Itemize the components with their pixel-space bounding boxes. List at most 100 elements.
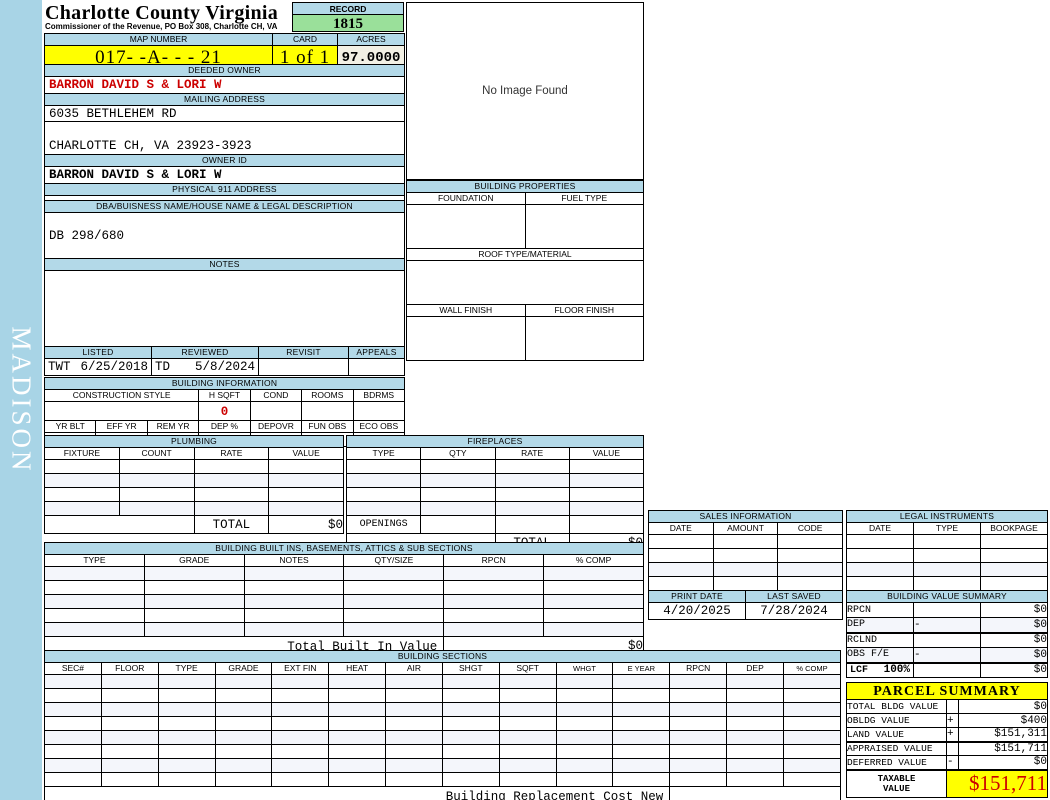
legal-date[interactable]: [846, 576, 914, 591]
fireplace-qty[interactable]: [420, 487, 496, 502]
builtin-type[interactable]: [44, 580, 145, 595]
construction-style-value[interactable]: [43, 401, 200, 421]
plumbing-rate[interactable]: [193, 473, 270, 488]
section-grade[interactable]: [214, 674, 273, 689]
section-dep[interactable]: [726, 716, 784, 731]
section-eyear[interactable]: [612, 716, 671, 731]
section-dep[interactable]: [726, 744, 784, 759]
section-floor[interactable]: [100, 702, 159, 717]
listed-date[interactable]: 6/25/2018: [80, 360, 148, 374]
section-secnum[interactable]: [44, 688, 102, 703]
sale-code[interactable]: [777, 534, 843, 549]
builtin-grade[interactable]: [143, 580, 245, 595]
fireplace-type[interactable]: [345, 501, 422, 516]
deeded-owner-value[interactable]: BARRON DAVID S & LORI W: [49, 78, 222, 92]
rooms-value[interactable]: [301, 401, 354, 421]
legal-bookpage[interactable]: [980, 548, 1048, 563]
section-rpcn[interactable]: [669, 730, 728, 745]
section-grade[interactable]: [214, 716, 273, 731]
fireplace-value[interactable]: [568, 487, 645, 502]
builtin-grade[interactable]: [143, 594, 245, 609]
builtin-notes[interactable]: [243, 580, 345, 595]
section-sqft[interactable]: [498, 716, 557, 731]
builtin-notes[interactable]: [243, 608, 345, 623]
section-heat[interactable]: [328, 674, 387, 689]
legal-type[interactable]: [913, 562, 981, 577]
section-pctcomp[interactable]: [782, 702, 842, 717]
section-extfin[interactable]: [271, 702, 330, 717]
section-rpcn[interactable]: [669, 674, 728, 689]
section-rpcn[interactable]: [669, 758, 728, 773]
section-dep[interactable]: [726, 758, 784, 773]
section-shgt[interactable]: [441, 702, 500, 717]
builtin-type[interactable]: [44, 608, 145, 623]
builtin-grade[interactable]: [143, 566, 245, 581]
sale-date[interactable]: [648, 576, 714, 591]
section-air[interactable]: [385, 744, 443, 759]
builtin-rpcn[interactable]: [443, 594, 545, 609]
section-rpcn[interactable]: [669, 716, 728, 731]
section-whgt[interactable]: [555, 716, 614, 731]
plumbing-count[interactable]: [118, 459, 195, 474]
sale-amount[interactable]: [712, 576, 779, 591]
section-secnum[interactable]: [44, 730, 102, 745]
plumbing-fixture[interactable]: [44, 473, 120, 488]
section-grade[interactable]: [214, 758, 273, 773]
section-pctcomp[interactable]: [782, 730, 842, 745]
section-air[interactable]: [385, 730, 443, 745]
mailing-address-line2[interactable]: [46, 123, 404, 137]
sale-amount[interactable]: [712, 562, 779, 577]
section-heat[interactable]: [328, 702, 387, 717]
section-extfin[interactable]: [271, 716, 330, 731]
owner-id-value[interactable]: BARRON DAVID S & LORI W: [49, 168, 222, 182]
section-floor[interactable]: [100, 772, 159, 787]
builtin-pctcomp[interactable]: [543, 594, 644, 609]
plumbing-fixture[interactable]: [44, 501, 120, 516]
section-pctcomp[interactable]: [782, 674, 842, 689]
section-type[interactable]: [157, 688, 216, 703]
section-whgt[interactable]: [555, 730, 614, 745]
plumbing-count[interactable]: [118, 501, 195, 516]
listed-by[interactable]: TWT: [48, 360, 71, 374]
plumbing-rate[interactable]: [193, 487, 270, 502]
section-pctcomp[interactable]: [782, 744, 842, 759]
section-air[interactable]: [385, 758, 443, 773]
section-shgt[interactable]: [441, 674, 500, 689]
section-pctcomp[interactable]: [782, 772, 842, 787]
section-extfin[interactable]: [271, 674, 330, 689]
fireplace-rate[interactable]: [494, 459, 570, 474]
fireplace-qty[interactable]: [420, 501, 496, 516]
section-extfin[interactable]: [271, 688, 330, 703]
builtin-notes[interactable]: [243, 566, 345, 581]
builtin-qtysize[interactable]: [343, 622, 445, 637]
legal-type[interactable]: [913, 548, 981, 563]
legal-bookpage[interactable]: [980, 534, 1048, 549]
fireplace-qty[interactable]: [420, 459, 496, 474]
section-grade[interactable]: [214, 744, 273, 759]
section-air[interactable]: [385, 716, 443, 731]
legal-type[interactable]: [913, 576, 981, 591]
section-heat[interactable]: [328, 688, 387, 703]
section-grade[interactable]: [214, 702, 273, 717]
section-dep[interactable]: [726, 688, 784, 703]
section-eyear[interactable]: [612, 758, 671, 773]
section-floor[interactable]: [100, 730, 159, 745]
plumbing-value[interactable]: [268, 487, 344, 502]
plumbing-value[interactable]: [268, 473, 344, 488]
section-eyear[interactable]: [612, 702, 671, 717]
builtin-qtysize[interactable]: [343, 594, 445, 609]
section-type[interactable]: [157, 772, 216, 787]
mailing-address-line1[interactable]: 6035 BETHLEHEM RD: [49, 106, 177, 121]
fireplace-type[interactable]: [345, 473, 422, 488]
appeals-value[interactable]: [348, 358, 405, 376]
section-floor[interactable]: [100, 744, 159, 759]
hsqft-value[interactable]: 0: [220, 405, 229, 419]
section-heat[interactable]: [328, 744, 387, 759]
sale-amount[interactable]: [712, 534, 779, 549]
section-rpcn[interactable]: [669, 702, 728, 717]
builtin-grade[interactable]: [143, 622, 245, 637]
plumbing-fixture[interactable]: [44, 487, 120, 502]
builtin-type[interactable]: [44, 594, 145, 609]
sale-code[interactable]: [777, 562, 843, 577]
plumbing-count[interactable]: [118, 487, 195, 502]
